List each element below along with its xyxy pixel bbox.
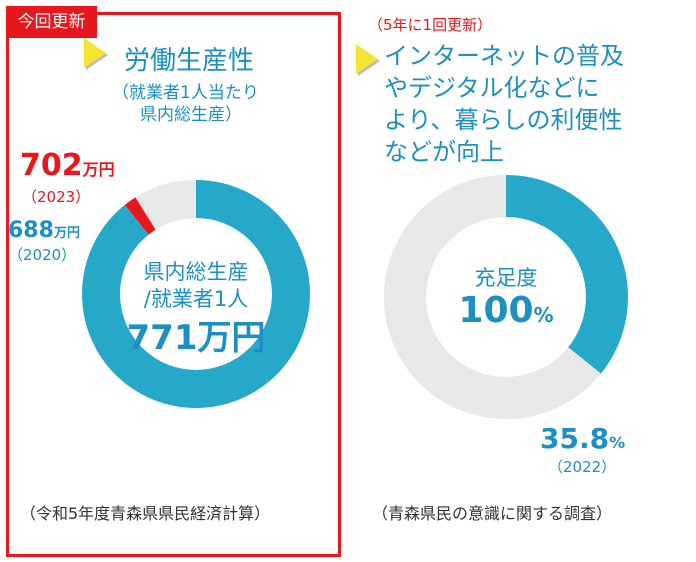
satisfaction-center-value: 100%: [436, 290, 576, 331]
current-year-label: （2023）: [22, 188, 91, 206]
update-frequency-note: （5年に1回更新）: [368, 16, 493, 34]
satisfaction-value: 35.8%: [540, 422, 625, 455]
labor-productivity-title: 労働生産性: [124, 46, 255, 76]
satisfaction-label: 充足度: [474, 266, 538, 290]
current-value-number: 702: [20, 148, 83, 183]
yellow-triangle-icon: [84, 38, 106, 68]
previous-value-label: 688万円: [8, 218, 80, 243]
right-source-note: （青森県民の意識に関する調査）: [372, 504, 613, 523]
current-value-unit: 万円: [82, 160, 115, 179]
satisfaction-year: （2022）: [548, 458, 617, 476]
satisfaction-value-unit: %: [609, 433, 626, 452]
center-label-1: 県内総生産: [143, 260, 249, 284]
right-title-2: やデジタル化などに: [384, 74, 600, 102]
right-title-3: より、暮らしの利便性: [384, 106, 623, 134]
donut1-segment-2: [82, 180, 310, 408]
center-label-2: /就業者1人: [143, 287, 249, 311]
donut2-segment-1: [384, 175, 628, 419]
right-title-1: インターネットの普及: [384, 42, 624, 70]
satisfaction-center-number: 100: [458, 290, 534, 331]
labor-productivity-subtitle-2: 県内総生産）: [140, 105, 242, 125]
previous-value-number: 688: [8, 218, 54, 243]
current-value-label: 702万円: [20, 148, 115, 183]
satisfaction-value-number: 35.8: [540, 422, 610, 455]
current-update-badge: 今回更新: [6, 6, 97, 38]
current-update-frame: [6, 12, 341, 557]
right-title-4: などが向上: [384, 138, 504, 166]
center-value: 771万円: [126, 318, 266, 358]
previous-value-unit: 万円: [53, 226, 80, 241]
labor-productivity-subtitle-1: （就業者1人当たり: [112, 83, 259, 103]
previous-year-label: （2020）: [8, 246, 77, 264]
left-source-note: （令和5年度青森県県民経済計算）: [20, 504, 271, 523]
yellow-triangle-icon-2: [356, 44, 378, 74]
satisfaction-center-unit: %: [533, 303, 554, 327]
